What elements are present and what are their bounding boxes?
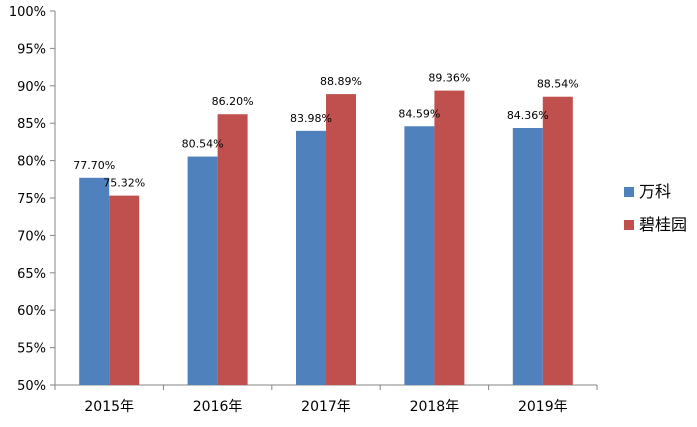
x-tick-label: 2018年	[410, 399, 460, 415]
x-tick-label: 2019年	[518, 399, 568, 415]
bar-vanke-2016年	[187, 156, 218, 385]
legend-swatch-vanke	[624, 187, 634, 197]
bar-vanke-2018年	[404, 126, 435, 386]
data-label: 80.54%	[182, 138, 224, 151]
data-label: 75.32%	[103, 177, 145, 190]
bar-vanke-2015年	[79, 177, 110, 385]
legend: 万科 碧桂园	[624, 182, 687, 234]
x-axis: 2015年 2016年 2017年 2018年 2019年	[54, 384, 598, 415]
y-tick-label: 75%	[17, 192, 46, 207]
data-label: 83.98%	[290, 112, 332, 125]
x-tick-label: 2016年	[193, 399, 243, 415]
legend-label-vanke: 万科	[639, 182, 671, 201]
data-label: 84.59%	[398, 107, 440, 120]
bars	[79, 90, 573, 386]
bar-vanke-2019年	[512, 127, 543, 386]
y-axis: 50% 55% 60% 65% 70% 75% 80% 85% 90% 95% 100%	[9, 5, 56, 394]
y-tick-label: 50%	[17, 379, 46, 394]
y-tick-label: 65%	[17, 267, 46, 282]
data-label: 88.89%	[320, 75, 362, 88]
bar-country-garden-2019年	[542, 96, 573, 386]
y-tick-label: 80%	[17, 155, 46, 170]
y-tick-label: 95%	[17, 42, 46, 57]
y-tick-label: 55%	[17, 342, 46, 357]
x-tick-label: 2015年	[84, 399, 134, 415]
legend-label-country-garden: 碧桂园	[639, 215, 687, 234]
bar-vanke-2017年	[296, 130, 326, 385]
data-label: 84.36%	[507, 109, 549, 122]
y-tick-label: 60%	[17, 304, 46, 319]
bar-country-garden-2015年	[109, 195, 140, 385]
y-tick-label: 90%	[17, 80, 46, 95]
data-label: 86.20%	[212, 95, 254, 108]
data-label: 77.70%	[73, 159, 115, 172]
y-tick-label: 85%	[17, 117, 46, 132]
legend-swatch-country-garden	[624, 220, 634, 230]
y-tick-label: 70%	[17, 229, 46, 244]
bar-country-garden-2017年	[326, 94, 356, 386]
x-tick-label: 2017年	[301, 399, 351, 415]
data-label: 88.54%	[537, 78, 579, 91]
y-tick-label: 100%	[9, 5, 46, 20]
data-label: 89.36%	[428, 72, 470, 85]
bar-country-garden-2018年	[434, 90, 465, 386]
bar-country-garden-2016年	[217, 114, 248, 385]
data-labels: 77.70% 75.32% 80.54% 86.20% 83.98% 88.89% 84.5…	[73, 72, 579, 190]
